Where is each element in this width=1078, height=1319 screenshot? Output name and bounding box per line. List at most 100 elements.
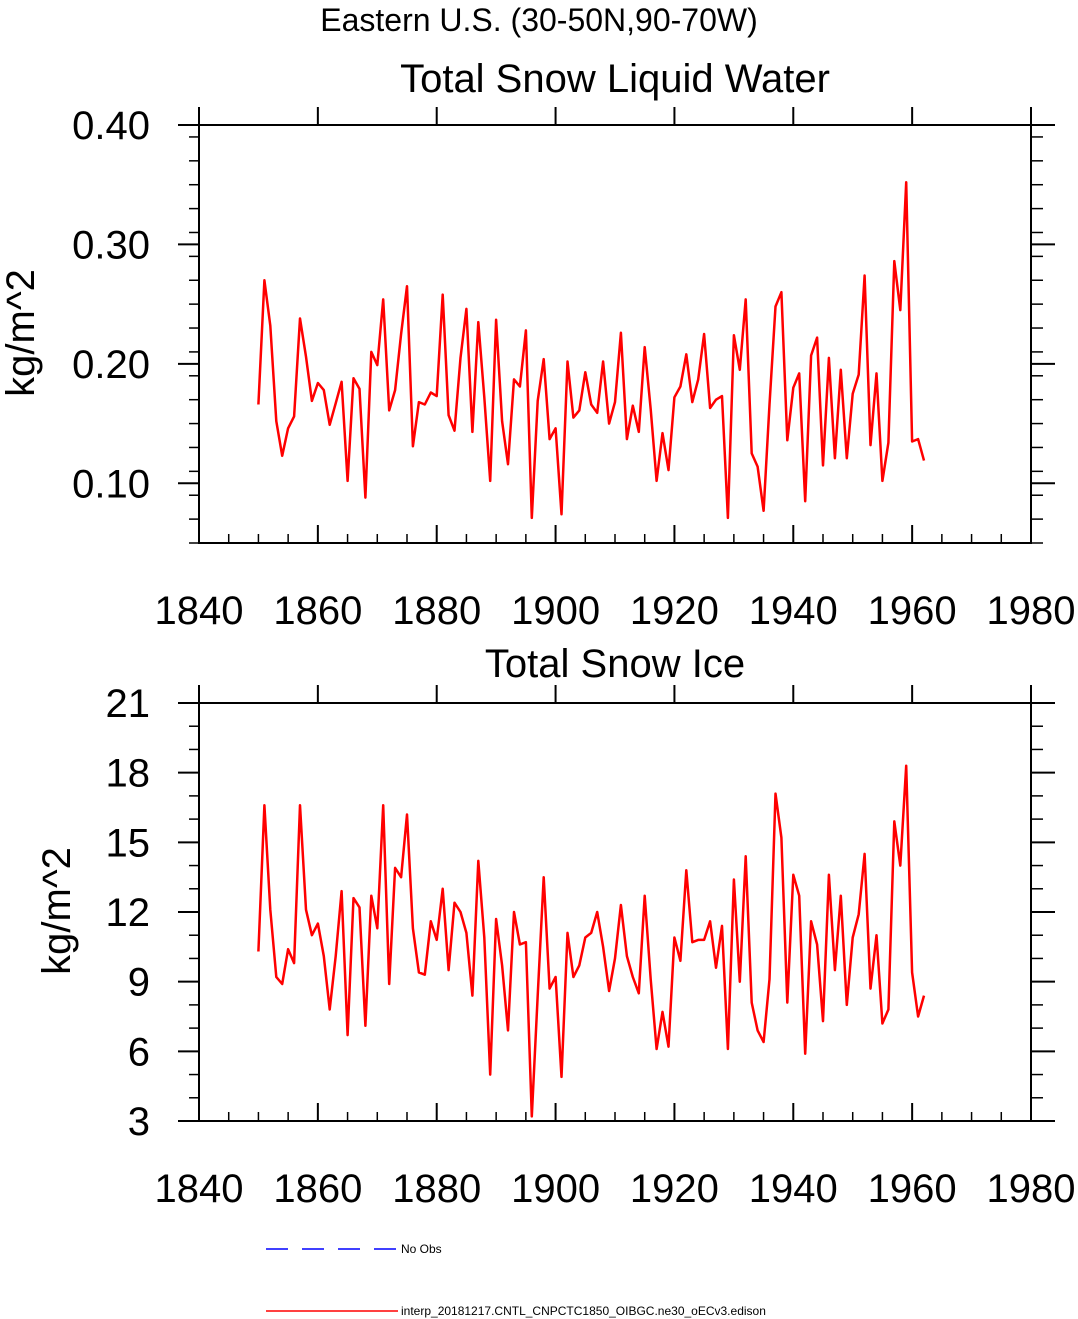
x-tick-label: 1960	[868, 1167, 957, 1211]
data-point	[394, 389, 396, 391]
data-point	[780, 837, 782, 839]
data-point	[620, 332, 622, 334]
data-point	[299, 804, 301, 806]
data-point	[709, 407, 711, 409]
data-point	[459, 357, 461, 359]
data-point	[745, 855, 747, 857]
axis-ticks	[178, 107, 1055, 544]
data-point	[644, 895, 646, 897]
data-point	[525, 941, 527, 943]
x-tick-label: 1900	[511, 589, 600, 633]
data-point	[341, 890, 343, 892]
data-point	[424, 403, 426, 405]
data-point	[727, 517, 729, 519]
data-point	[471, 431, 473, 433]
data-point	[400, 876, 402, 878]
data-point	[608, 990, 610, 992]
data-point	[685, 353, 687, 355]
data-point	[590, 403, 592, 405]
data-point	[673, 396, 675, 398]
data-point	[537, 995, 539, 997]
data-point	[311, 400, 313, 402]
data-point	[471, 995, 473, 997]
data-point	[626, 438, 628, 440]
data-point	[644, 346, 646, 348]
data-point	[858, 913, 860, 915]
data-point	[763, 510, 765, 512]
data-point	[412, 927, 414, 929]
data-point	[786, 439, 788, 441]
data-point	[691, 941, 693, 943]
data-point	[388, 983, 390, 985]
data-point	[477, 321, 479, 323]
y-axis-label: kg/m^2	[35, 847, 79, 975]
data-point	[335, 402, 337, 404]
data-point	[572, 976, 574, 978]
data-point	[459, 911, 461, 913]
data-point	[727, 1048, 729, 1050]
legend: No Obs interp_20181217.CNTL_CNPCTC1850_O…	[266, 1242, 766, 1318]
data-point	[406, 813, 408, 815]
data-point	[507, 463, 509, 465]
data-point	[673, 937, 675, 939]
data-point	[905, 181, 907, 183]
data-point	[442, 888, 444, 890]
x-tick-label: 1940	[749, 589, 838, 633]
data-point	[376, 927, 378, 929]
data-point	[656, 480, 658, 482]
data-point	[905, 765, 907, 767]
legend-no-obs-label: No Obs	[401, 1242, 442, 1256]
data-point	[317, 923, 319, 925]
data-point	[745, 298, 747, 300]
data-point	[846, 457, 848, 459]
data-point	[721, 395, 723, 397]
data-point	[638, 431, 640, 433]
data-point	[739, 369, 741, 371]
data-point	[763, 1041, 765, 1043]
data-point	[828, 874, 830, 876]
data-point	[810, 920, 812, 922]
data-point	[875, 372, 877, 374]
data-point	[549, 988, 551, 990]
data-point	[638, 992, 640, 994]
data-point	[596, 412, 598, 414]
data-point	[662, 432, 664, 434]
data-point	[287, 427, 289, 429]
data-point	[667, 469, 669, 471]
data-point	[893, 820, 895, 822]
data-point	[887, 442, 889, 444]
data-point	[537, 400, 539, 402]
data-point	[584, 371, 586, 373]
data-point	[650, 978, 652, 980]
data-point	[804, 500, 806, 502]
data-point	[566, 360, 568, 362]
series-points	[257, 181, 925, 519]
data-point	[323, 955, 325, 957]
data-point	[578, 409, 580, 411]
data-point	[382, 298, 384, 300]
data-point	[733, 878, 735, 880]
data-point	[798, 895, 800, 897]
x-tick-label: 1860	[273, 589, 362, 633]
data-point	[489, 480, 491, 482]
data-point	[881, 1022, 883, 1024]
data-point	[281, 983, 283, 985]
data-point	[269, 909, 271, 911]
data-point	[870, 444, 872, 446]
data-point	[418, 401, 420, 403]
data-point	[757, 1029, 759, 1031]
data-point	[566, 932, 568, 934]
data-point	[596, 911, 598, 913]
data-point	[531, 517, 533, 519]
y-tick-label: 0.10	[72, 462, 150, 506]
data-point	[483, 937, 485, 939]
data-point	[769, 978, 771, 980]
chart-title: Total Snow Liquid Water	[400, 57, 830, 101]
y-axis-label: kg/m^2	[0, 269, 43, 397]
data-point	[394, 867, 396, 869]
data-point	[656, 1048, 658, 1050]
data-point	[501, 420, 503, 422]
data-point	[751, 1002, 753, 1004]
data-point	[602, 360, 604, 362]
